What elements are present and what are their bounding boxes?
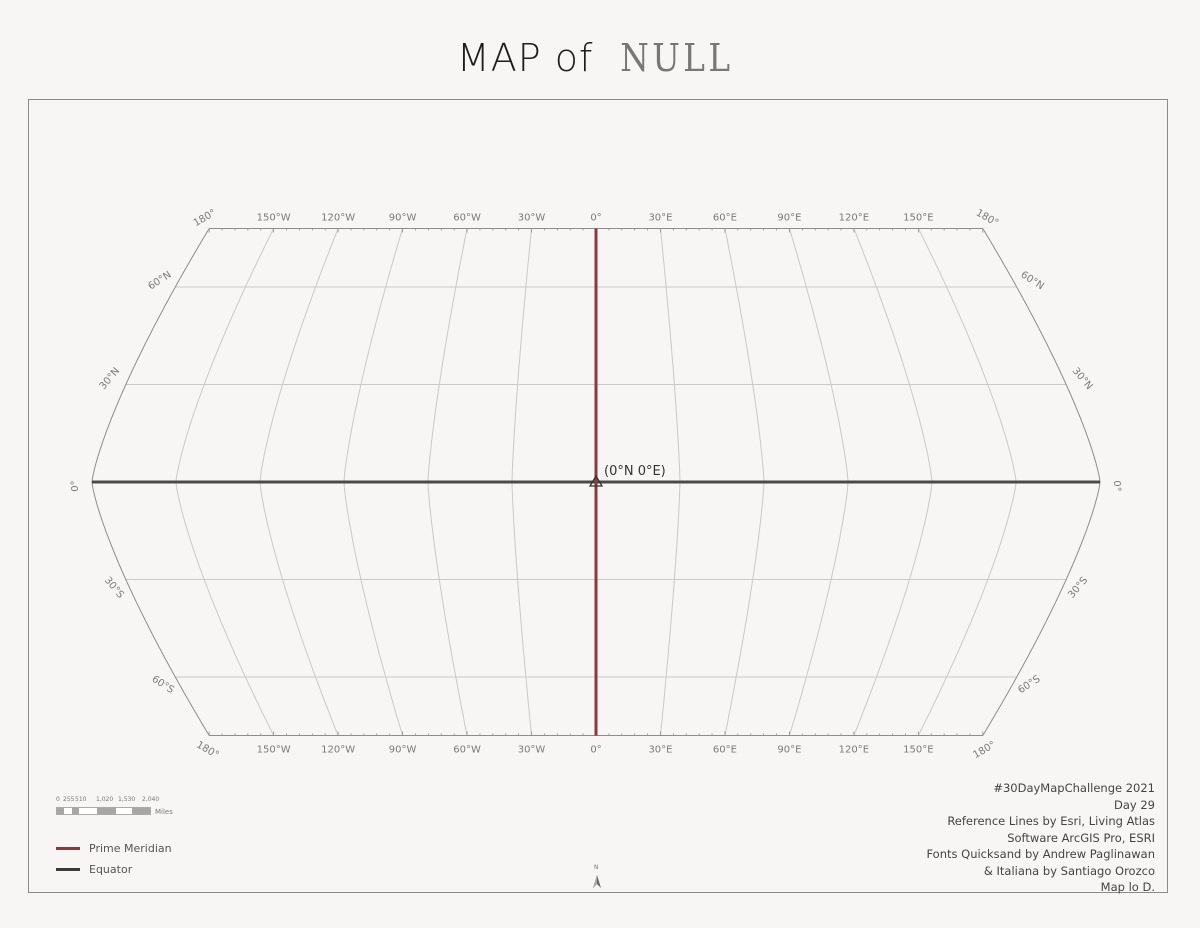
credit-line: & Italiana by Santiago Orozco [983,863,1155,878]
longitude-label-top: 0° [590,213,601,224]
map-title-prefix: MAP of [456,36,594,80]
longitude-label-bottom: 150°E [903,745,933,756]
longitude-label-bottom: 120°E [839,745,869,756]
longitude-label-bottom: 0° [590,745,601,756]
longitude-label-bottom: 60°E [713,745,737,756]
null-island-label: (0°N 0°E) [604,464,666,479]
longitude-label-top: 30°W [518,213,546,224]
north-arrow: N [590,864,604,890]
map-frame [28,99,1168,893]
equator-swatch [56,868,80,871]
latitude-label-south: 30°S [102,575,126,601]
north-arrow-label: N [594,864,599,871]
longitude-label-top: 60°E [713,213,737,224]
map-title: MAP of NULL [0,34,1200,82]
equator-label-left: 0° [70,480,81,491]
longitude-label-bottom: 30°E [648,745,672,756]
longitude-label-top: 90°E [777,213,801,224]
longitude-label-top: 30°E [648,213,672,224]
scale-bar-unit: Miles [155,808,173,816]
credit-line: Software ArcGIS Pro, ESRI [1007,830,1155,845]
scale-bar-tick-label: 510 [75,796,87,803]
map-title-name: NULL [620,36,734,80]
longitude-label-top: 180° [192,208,218,230]
longitude-label-top: 60°W [453,213,481,224]
scale-bar-tick-label: 1,530 [118,796,136,803]
longitude-label-top: 150°W [257,213,291,224]
longitude-label-top: 90°W [389,213,417,224]
longitude-label-bottom: 180° [194,740,220,762]
legend-label: Prime Meridian [89,842,172,855]
longitude-label-bottom: 180° [971,740,997,762]
longitude-label-bottom: 90°W [389,745,417,756]
credit-line: Reference Lines by Esri, Living Atlas [947,814,1155,828]
scale-bar: 0 255 510 1,020 1,530 2,040 Miles [56,796,186,826]
prime-meridian-swatch [56,847,80,850]
north-arrow-icon [593,875,601,888]
longitude-label-bottom: 120°W [321,745,355,756]
longitude-label-top: 180° [974,208,1000,230]
latitude-label-north: 30°N [1070,366,1095,392]
credit-line: Map lo D. [1100,880,1155,894]
equator-label-right: 0° [1111,480,1122,491]
legend-item-equator: Equator [56,859,172,880]
credits: #30DayMapChallenge 2021 Day 29 Reference… [926,780,1155,896]
latitude-label-south: 60°S [150,674,176,696]
longitude-label-bottom: 60°W [453,745,481,756]
longitude-label-bottom: 150°W [257,745,291,756]
scale-bar-tick-label: 255 [63,796,75,803]
scale-bar-graphic [56,807,151,815]
legend-item-prime-meridian: Prime Meridian [56,838,172,859]
longitude-label-top: 120°E [839,213,869,224]
credit-line: #30DayMapChallenge 2021 [993,781,1155,795]
legend: Prime Meridian Equator [56,838,172,880]
longitude-label-bottom: 90°E [777,745,801,756]
longitude-label-top: 150°E [903,213,933,224]
longitude-label-top: 120°W [321,213,355,224]
credit-line: Day 29 [1114,797,1155,812]
latitude-label-south: 60°S [1016,674,1042,696]
latitude-label-south: 30°S [1066,575,1090,601]
credit-line: Fonts Quicksand by Andrew Paglinawan [926,847,1155,861]
scale-bar-tick-label: 0 [56,796,60,803]
scale-bar-tick-label: 1,020 [96,796,114,803]
latitude-label-north: 60°N [1018,269,1045,292]
legend-label: Equator [89,863,133,876]
scale-bar-tick-label: 2,040 [142,796,160,803]
latitude-label-north: 30°N [98,366,123,392]
latitude-label-north: 60°N [146,269,173,292]
null-island-marker [588,474,604,487]
longitude-label-bottom: 30°W [518,745,546,756]
